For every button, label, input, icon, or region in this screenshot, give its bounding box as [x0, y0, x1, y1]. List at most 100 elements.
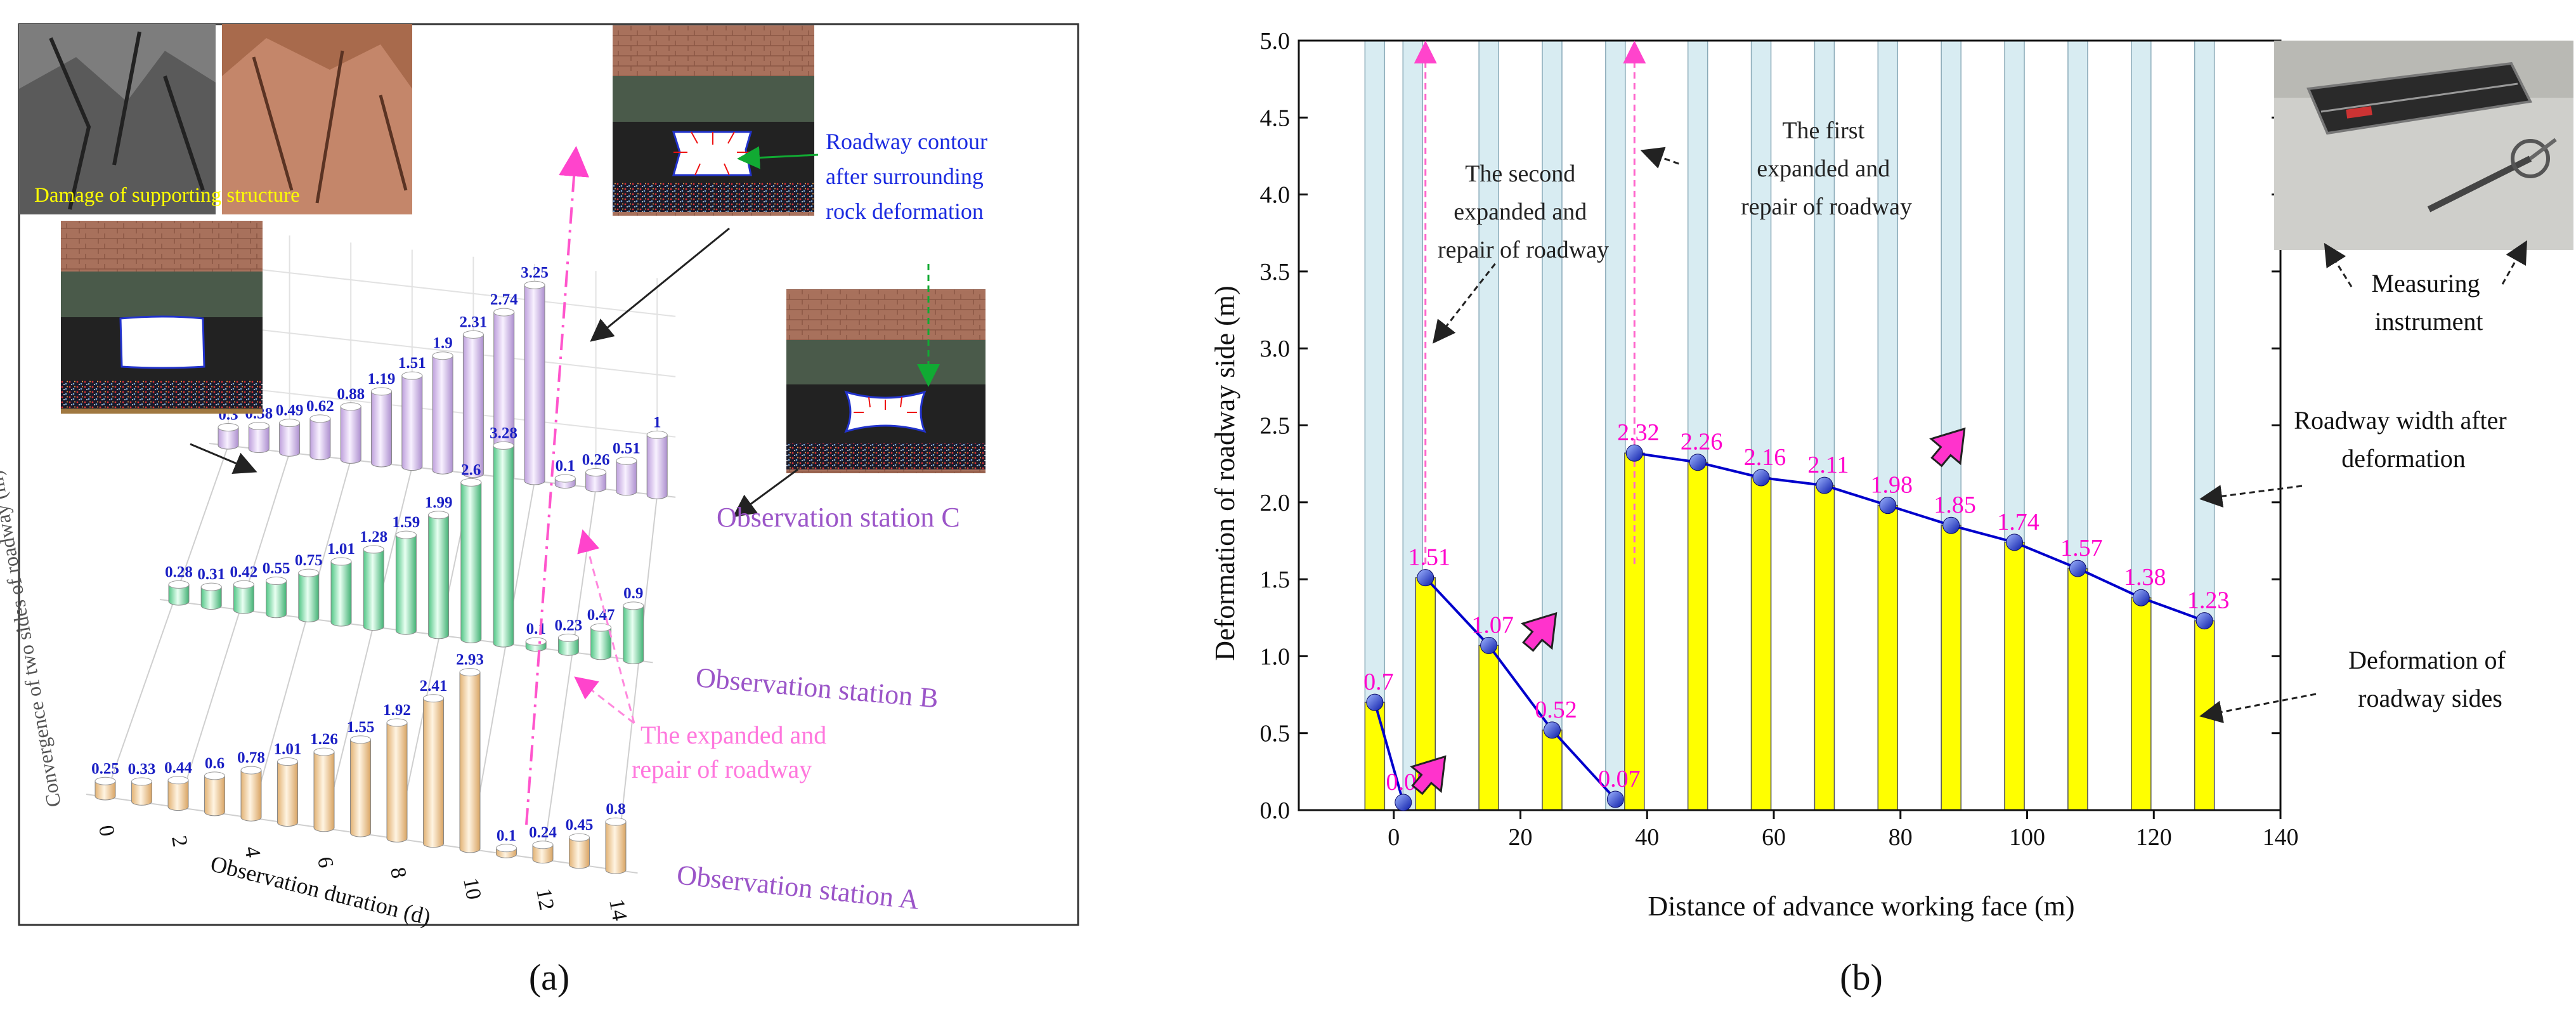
deformation-callout-line-2: roadway sides [2358, 684, 2502, 712]
data-point-label: 1.98 [1871, 472, 1913, 499]
cylinder-body [460, 482, 482, 643]
trend-arrow [1410, 755, 1447, 796]
data-point-label: 2.26 [1681, 429, 1723, 455]
end-inset-arrow [732, 468, 798, 518]
cylinder-value-label: 1.55 [347, 719, 375, 736]
instrument-callout-line-1: Measuring [2371, 269, 2480, 298]
cylinder-top [313, 747, 335, 756]
cylinder-body [423, 698, 444, 848]
cylinder-bar: 0.1 [525, 620, 547, 652]
wall-height-line [215, 264, 676, 317]
cylinder-body [616, 460, 637, 496]
cylinder-value-label: 0.55 [263, 560, 290, 577]
deformation-bar [2067, 568, 2088, 811]
floor-grid-line [178, 452, 290, 807]
cylinder-body [623, 605, 644, 664]
cylinder-body [167, 780, 189, 811]
deformation-bar [1877, 504, 1899, 811]
cylinder-top [590, 623, 612, 632]
first-repair-arrow [1640, 147, 1679, 169]
cylinder-body [524, 284, 545, 485]
instrument-arrow-right [2501, 240, 2527, 285]
cylinder-top [496, 844, 517, 853]
cylinder-top [94, 776, 116, 785]
cylinder-top [462, 330, 484, 339]
instrument-photo [2274, 41, 2573, 250]
cylinder-bar: 3.25 [521, 264, 549, 485]
cylinder-bar: 1.19 [368, 370, 395, 468]
y-tick-label: 3.0 [1260, 336, 1291, 362]
deformation-bar [2194, 620, 2215, 811]
cylinder-top [432, 351, 453, 360]
width-callout: Roadway width after deformation [2294, 406, 2513, 473]
inset-undeformed [61, 221, 263, 414]
cylinder-value-label: 1.28 [360, 528, 387, 546]
cylinder-value-label: 1.01 [274, 741, 302, 758]
cylinder-top [131, 777, 152, 786]
x-tick-label: 140 [2263, 824, 2299, 851]
cylinder-body [168, 584, 190, 606]
cylinder-value-label: 1.51 [398, 355, 426, 372]
deformation-bar [1814, 485, 1835, 811]
cylinder-bar: 0.9 [623, 585, 644, 664]
panel-b-chart: 0.0 0.5 1.0 1.5 2.0 2.5 3.0 3.5 4.0 4.5 5.0 0 20 40 60… [1260, 28, 2299, 851]
data-point [1366, 693, 1384, 711]
y-tick-label: 1.0 [1260, 643, 1291, 670]
repair-callout-line-2: repair of roadway [632, 755, 812, 783]
data-point [1942, 516, 1960, 534]
cylinder-body [395, 534, 417, 635]
y-tick-label: 1.5 [1260, 567, 1291, 593]
data-point [1816, 476, 1833, 494]
cylinder-top [585, 468, 607, 476]
cylinder-bar: 0.25 [91, 760, 119, 801]
cylinder-value-label: 0.33 [128, 761, 156, 778]
second-repair-arrow [1433, 263, 1496, 344]
cylinder-bar: 0.75 [295, 552, 323, 622]
roadway-width-bar [1542, 40, 1563, 811]
cylinder-body [585, 472, 607, 492]
data-point [1625, 444, 1643, 462]
cylinder-bar: 0.28 [165, 563, 193, 606]
cylinder-value-label: 2.74 [490, 291, 518, 308]
cylinder-top [279, 419, 301, 428]
cylinder-bar: 0.44 [164, 759, 192, 811]
cylinder-top [167, 776, 189, 785]
cylinder-top [298, 568, 320, 577]
data-point [2195, 612, 2213, 630]
cylinder-body [240, 770, 262, 822]
y-tick-label: 0.0 [1260, 797, 1291, 824]
deformation-callout-line-1: Deformation of [2348, 646, 2506, 674]
cylinder-value-label: 0.42 [230, 563, 258, 580]
cylinder-bar: 0.62 [306, 398, 334, 461]
data-point-label: 1.51 [1408, 544, 1450, 571]
panel-a-label: (a) [529, 957, 569, 998]
cylinder-value-label: 2.41 [420, 678, 448, 695]
cylinder-value-label: 0.9 [623, 585, 643, 602]
cylinder-body [371, 391, 392, 468]
cylinder-bar: 2.6 [460, 461, 482, 643]
data-point-label: 0.7 [1363, 669, 1394, 695]
cylinder-value-label: 0.23 [555, 617, 583, 634]
cylinder-value-label: 0.51 [613, 440, 641, 457]
cylinder-body [204, 775, 225, 816]
cylinder-bar: 1.59 [393, 514, 420, 635]
cylinder-body [590, 627, 612, 660]
cylinder-bar: 3.28 [490, 424, 517, 648]
cylinder-top [200, 582, 222, 591]
cylinder-value-label: 0.88 [337, 386, 365, 403]
cylinder-body [557, 637, 579, 656]
cylinder-body [386, 722, 408, 842]
cylinder-top [371, 387, 392, 396]
cylinder-value-label: 0.26 [582, 452, 610, 469]
cylinder-top [428, 511, 450, 520]
cylinder-top [350, 735, 371, 744]
data-point [1879, 497, 1897, 514]
cylinder-value-label: 1.01 [327, 540, 355, 558]
cylinder-value-label: 0.31 [197, 566, 225, 583]
data-point-label: 1.38 [2124, 564, 2166, 591]
cylinder-bar: 1.92 [383, 702, 411, 842]
cylinder-bar: 2.93 [456, 652, 484, 853]
panel-b-ylabel: Deformation of roadway side (m) [1209, 285, 1240, 660]
